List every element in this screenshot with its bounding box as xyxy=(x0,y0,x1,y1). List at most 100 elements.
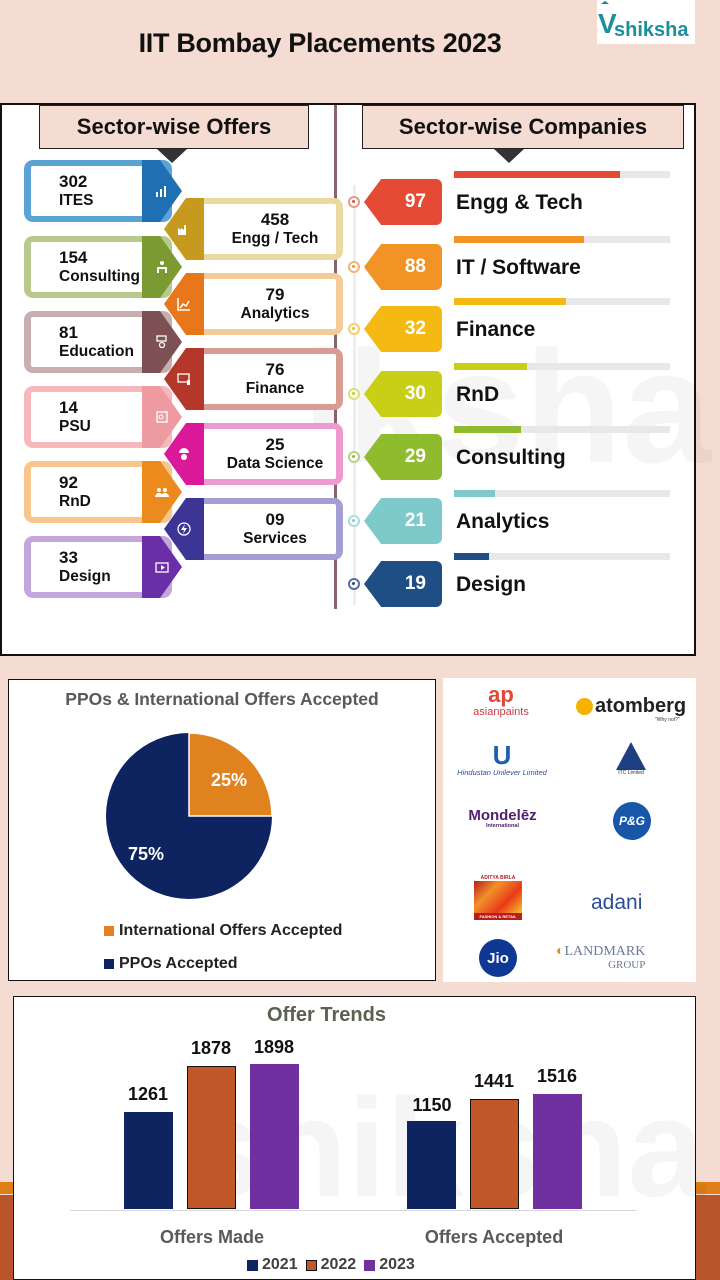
legend-swatch xyxy=(305,1259,317,1271)
pie-label-ppo: 75% xyxy=(128,844,165,864)
timeline-dot-icon xyxy=(348,388,360,400)
offer-label: ITES xyxy=(59,192,94,209)
legend-label: PPOs Accepted xyxy=(119,955,238,972)
company-count: 19 xyxy=(364,561,442,607)
timeline-dot-icon xyxy=(348,451,360,463)
category-label: Offers Accepted xyxy=(424,1227,564,1247)
graduation-cap-icon xyxy=(601,1,609,4)
mondelez-logo: Mondelēz International xyxy=(468,807,537,829)
progress-track xyxy=(454,171,670,178)
page-title: IIT Bombay Placements 2023 xyxy=(138,28,502,58)
timeline-dot-icon xyxy=(348,323,360,335)
bar-chart-panel: shiksha Offer Trends 1261 1878 1898 1150… xyxy=(13,996,705,1280)
shiksha-logo: V shiksha xyxy=(597,0,695,44)
bar-offers-made-2023 xyxy=(250,1064,299,1209)
company-row-engg-tech: 97 Engg & Tech xyxy=(342,171,682,233)
offer-value: 76 xyxy=(265,360,285,379)
sector-companies-header: Sector-wise Companies xyxy=(362,105,684,149)
legend-label: 2022 xyxy=(320,1256,357,1273)
pointer-arrow-icon xyxy=(494,149,524,163)
sector-offers-header: Sector-wise Offers xyxy=(39,105,309,149)
legend-item-2023: 2023 xyxy=(364,1256,415,1274)
company-row-analytics: 21 Analytics xyxy=(342,490,682,552)
offer-card-engg-tech: 458 Engg / Tech xyxy=(195,198,343,260)
offer-value: 92 xyxy=(59,473,78,492)
bar-legend: 2021 2022 2023 xyxy=(247,1256,423,1274)
progress-track xyxy=(454,553,670,560)
company-count: 32 xyxy=(364,306,442,352)
bar-value: 1441 xyxy=(473,1071,515,1091)
company-row-finance: 32 Finance xyxy=(342,298,682,360)
progress-track xyxy=(454,298,670,305)
legend-label: 2021 xyxy=(262,1256,298,1273)
company-count: 88 xyxy=(364,244,442,290)
progress-fill xyxy=(454,363,528,370)
offer-label: Engg / Tech xyxy=(231,230,319,247)
x-axis xyxy=(70,1210,637,1211)
timeline-dot-icon xyxy=(348,261,360,273)
bar-value: 1878 xyxy=(190,1038,232,1058)
bar-value: 1898 xyxy=(253,1037,295,1057)
legend-item-2022: 2022 xyxy=(305,1256,357,1274)
company-sector-label: Design xyxy=(456,573,527,596)
progress-fill xyxy=(454,426,521,433)
progress-track xyxy=(454,363,670,370)
bar-offers-accepted-2021 xyxy=(407,1121,456,1209)
company-sector-label: Finance xyxy=(456,318,536,341)
recruiter-logos-panel: ap asianpaints atomberg "Why not?" U Hin… xyxy=(443,678,696,982)
bar-offers-made-2022 xyxy=(187,1066,236,1209)
asianpaints-logo: ap asianpaints xyxy=(473,682,529,719)
landmark-logo: ◐LANDMARK GROUP xyxy=(556,944,646,972)
timeline-dot-icon xyxy=(348,515,360,527)
company-sector-label: RnD xyxy=(456,383,500,406)
offer-value: 33 xyxy=(59,548,78,567)
company-sector-label: Consulting xyxy=(456,446,566,469)
offer-card-services: 09 Services xyxy=(195,498,343,560)
bar-value: 1261 xyxy=(127,1084,169,1104)
offer-value: 302 xyxy=(59,172,88,191)
offer-card-data-science: 25 Data Science xyxy=(195,423,343,485)
offer-label: PSU xyxy=(59,418,91,435)
company-count: 21 xyxy=(364,498,442,544)
pie-chart xyxy=(106,733,272,899)
offer-value: 81 xyxy=(59,323,78,342)
timeline-dot-icon xyxy=(348,196,360,208)
bar-offers-made-2021 xyxy=(124,1112,173,1209)
progress-track xyxy=(454,236,670,243)
offer-value: 14 xyxy=(59,398,78,417)
company-count: 29 xyxy=(364,434,442,480)
offer-label: RnD xyxy=(59,493,91,510)
logo-mark-icon: V xyxy=(598,8,617,39)
pie-label-intl: 25% xyxy=(211,770,248,790)
logo-text: shiksha xyxy=(614,19,689,41)
bar-offers-accepted-2023 xyxy=(533,1094,582,1209)
hul-logo: U Hindustan Unilever Limited xyxy=(457,740,547,777)
adani-logo: adani xyxy=(591,891,643,914)
offer-label: Finance xyxy=(245,380,305,397)
pie-slice-international xyxy=(188,733,272,817)
progress-fill xyxy=(454,553,489,560)
progress-track xyxy=(454,490,670,497)
legend-item-international: International Offers Accepted xyxy=(104,922,342,940)
company-sector-label: IT / Software xyxy=(456,256,581,279)
legend-item-2021: 2021 xyxy=(247,1256,298,1274)
offer-label: Consulting xyxy=(59,268,140,285)
offer-value: 79 xyxy=(265,285,285,304)
legend-label: International Offers Accepted xyxy=(119,922,343,939)
company-count: 30 xyxy=(364,371,442,417)
company-row-consulting: 29 Consulting xyxy=(342,426,682,488)
bar-value: 1150 xyxy=(412,1095,452,1115)
company-sector-label: Analytics xyxy=(456,510,550,533)
progress-fill xyxy=(454,490,496,497)
atomberg-tagline: "Why not?" xyxy=(655,717,680,723)
offer-value: 154 xyxy=(59,248,88,267)
offer-card-analytics: 79 Analytics xyxy=(195,273,343,335)
atomberg-logo: atomberg xyxy=(576,695,686,718)
pie-chart-panel: PPOs & International Offers Accepted 25%… xyxy=(8,679,436,981)
progress-fill xyxy=(454,298,567,305)
offer-value: 25 xyxy=(265,435,285,454)
offer-label: Design xyxy=(59,568,111,585)
offer-label: Analytics xyxy=(240,305,310,322)
offer-card-finance: 76 Finance xyxy=(195,348,343,410)
bar-chart-title: Offer Trends xyxy=(267,1004,386,1026)
